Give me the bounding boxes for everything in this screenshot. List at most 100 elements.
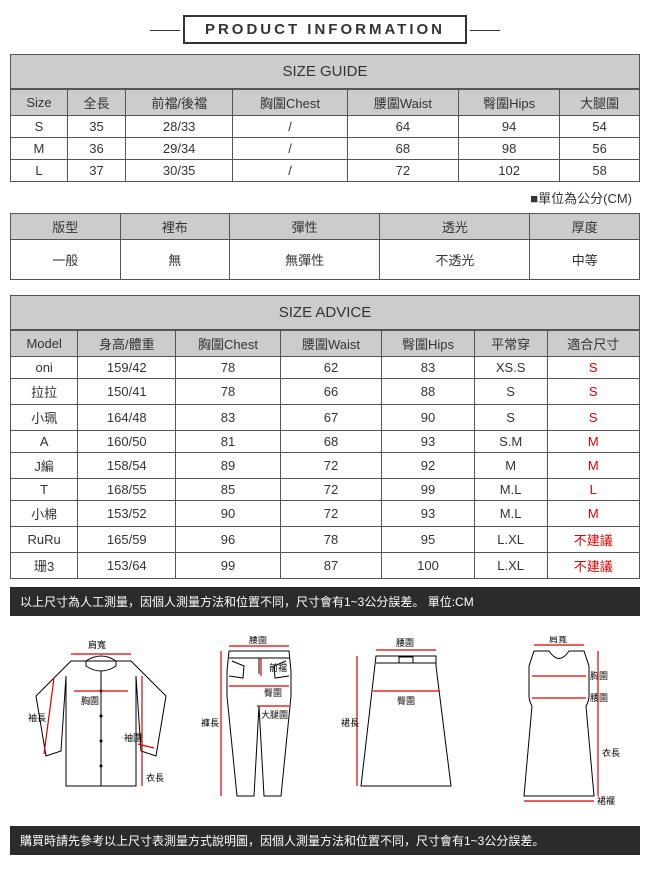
- table-cell: 62: [280, 357, 382, 379]
- table-cell: S: [474, 405, 547, 431]
- size-guide-title: SIZE GUIDE: [10, 54, 640, 89]
- table-header: 厚度: [530, 214, 640, 240]
- table-cell: 98: [459, 138, 560, 160]
- svg-text:腰圍: 腰圍: [590, 693, 608, 703]
- table-row: T168/55857299M.LL: [11, 479, 640, 501]
- table-header: 裡布: [120, 214, 230, 240]
- fit-cell: M: [547, 501, 640, 527]
- table-cell: 78: [176, 357, 281, 379]
- table-cell: 164/48: [78, 405, 176, 431]
- svg-text:腰圍: 腰圍: [249, 636, 267, 645]
- table-cell: 78: [280, 527, 382, 553]
- table-cell: /: [233, 116, 347, 138]
- table-cell: 160/50: [78, 431, 176, 453]
- table-cell: M: [474, 453, 547, 479]
- table-cell: 81: [176, 431, 281, 453]
- table-header: 彈性: [230, 214, 380, 240]
- table-cell: 150/41: [78, 379, 176, 405]
- size-advice-title: SIZE ADVICE: [10, 295, 640, 330]
- svg-text:臀圍: 臀圍: [397, 696, 415, 706]
- svg-text:腰圍: 腰圍: [396, 638, 414, 648]
- table-cell: 153/52: [78, 501, 176, 527]
- table-cell: M: [11, 138, 68, 160]
- table-cell: 92: [382, 453, 474, 479]
- table-cell: 165/59: [78, 527, 176, 553]
- table-row: oni159/42786283XS.SS: [11, 357, 640, 379]
- table-cell: 99: [382, 479, 474, 501]
- table-header: 臀圍Hips: [459, 90, 560, 116]
- table-cell: 72: [280, 479, 382, 501]
- table-cell: 66: [280, 379, 382, 405]
- table-cell: 64: [347, 116, 458, 138]
- table-header: 前襠/後襠: [126, 90, 233, 116]
- table-cell: 83: [382, 357, 474, 379]
- svg-text:胸圍: 胸圍: [590, 670, 608, 681]
- table-cell: 159/42: [78, 357, 176, 379]
- fit-cell: S: [547, 405, 640, 431]
- svg-text:裙襬: 裙襬: [597, 795, 615, 806]
- svg-text:前襠: 前襠: [269, 662, 287, 673]
- svg-text:衣長: 衣長: [602, 747, 620, 758]
- svg-text:衣長: 衣長: [146, 772, 164, 783]
- table-row: M3629/34/689856: [11, 138, 640, 160]
- table-cell: 72: [347, 160, 458, 182]
- table-cell: T: [11, 479, 78, 501]
- table-cell: 68: [280, 431, 382, 453]
- svg-text:胸圍: 胸圍: [81, 695, 99, 706]
- table-cell: 90: [176, 501, 281, 527]
- table-cell: 72: [280, 501, 382, 527]
- table-cell: 93: [382, 501, 474, 527]
- svg-text:裙長: 裙長: [341, 717, 359, 728]
- diagram-jacket: 肩寬 胸圍 袖長 袖圍 衣長: [26, 636, 176, 806]
- table-header: Model: [11, 331, 78, 357]
- table-cell: 78: [176, 379, 281, 405]
- table-row: 珊3153/649987100L.XL不建議: [11, 553, 640, 579]
- table-cell: 56: [560, 138, 640, 160]
- table-cell: 68: [347, 138, 458, 160]
- svg-text:臀圍: 臀圍: [264, 688, 282, 698]
- table-cell: 153/64: [78, 553, 176, 579]
- table-cell: 30/35: [126, 160, 233, 182]
- table-cell: 93: [382, 431, 474, 453]
- table-cell: 88: [382, 379, 474, 405]
- table-header: 版型: [11, 214, 121, 240]
- table-header: 腰圍Waist: [347, 90, 458, 116]
- table-cell: 37: [67, 160, 125, 182]
- table-row: 拉拉150/41786688SS: [11, 379, 640, 405]
- table-row: A160/50816893S.MM: [11, 431, 640, 453]
- table-row: J編158/54897292MM: [11, 453, 640, 479]
- table-header: 適合尺寸: [547, 331, 640, 357]
- table-cell: 99: [176, 553, 281, 579]
- measurement-diagrams: 肩寬 胸圍 袖長 袖圍 衣長 腰圍 前襠 臀圍 大腿圍 褲長: [10, 616, 640, 826]
- note-purchase: 購買時請先參考以上尺寸表測量方式說明圖，因個人測量方法和位置不同，尺寸會有1~3…: [10, 826, 640, 855]
- svg-text:袖圍: 袖圍: [124, 732, 142, 743]
- table-cell: XS.S: [474, 357, 547, 379]
- table-row: 小珮164/48836790SS: [11, 405, 640, 431]
- table-cell: 83: [176, 405, 281, 431]
- table-cell: S: [474, 379, 547, 405]
- table-row: S3528/33/649454: [11, 116, 640, 138]
- fit-cell: M: [547, 453, 640, 479]
- table-header: 臀圍Hips: [382, 331, 474, 357]
- svg-text:肩寬: 肩寬: [549, 636, 567, 644]
- fit-cell: M: [547, 431, 640, 453]
- table-cell: 158/54: [78, 453, 176, 479]
- table-cell: 87: [280, 553, 382, 579]
- table-cell: 35: [67, 116, 125, 138]
- table-cell: 小珮: [11, 405, 78, 431]
- attributes-table: 版型裡布彈性透光厚度 一般無無彈性不透光中等: [10, 213, 640, 280]
- table-cell: M.L: [474, 479, 547, 501]
- table-cell: 168/55: [78, 479, 176, 501]
- fit-cell: 不建議: [547, 527, 640, 553]
- table-cell: 85: [176, 479, 281, 501]
- table-header: 胸圍Chest: [176, 331, 281, 357]
- note-measurement: 以上尺寸為人工測量，因個人測量方法和位置不同，尺寸會有1~3公分誤差。 單位:C…: [10, 587, 640, 616]
- table-cell: 89: [176, 453, 281, 479]
- table-header: 大腿圍: [560, 90, 640, 116]
- table-cell: L.XL: [474, 553, 547, 579]
- table-cell: 拉拉: [11, 379, 78, 405]
- table-header: 透光: [380, 214, 530, 240]
- table-cell: 29/34: [126, 138, 233, 160]
- table-cell: S: [11, 116, 68, 138]
- svg-text:大腿圍: 大腿圍: [261, 709, 288, 720]
